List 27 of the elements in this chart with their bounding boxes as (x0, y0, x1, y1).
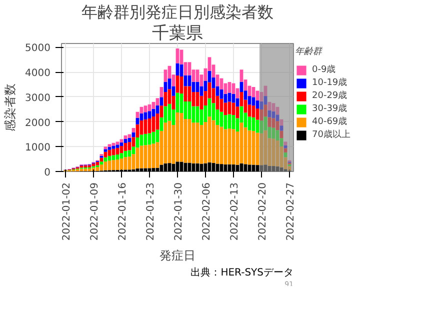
x-tick-label: 2022-02-20 (258, 182, 268, 241)
x-axis-title: 発症日 (160, 248, 196, 263)
y-tick-label: 0 (44, 168, 51, 178)
y-axis-title: 感染者数 (3, 84, 18, 132)
x-tick-label: 2022-01-30 (174, 182, 184, 241)
x-tick-label: 2022-02-13 (230, 182, 240, 241)
legend-label: 70歳以上 (312, 128, 350, 141)
legend-label: 0-9歳 (312, 64, 336, 76)
y-tick-label: 3000 (25, 92, 51, 104)
y-tick-label: 4000 (25, 68, 51, 80)
chart-title: 年齢群別発症日別感染者数 (82, 2, 274, 22)
chart-subtitle: 千葉県 (152, 24, 203, 44)
legend-label: 40-69歳 (312, 116, 348, 128)
y-tick-label: 2000 (25, 118, 51, 129)
legend-label: 20-29歳 (312, 90, 348, 102)
x-tick-label: 2022-02-27 (286, 182, 296, 241)
source-note: 出典：HER-SYSデータ (190, 266, 294, 278)
y-tick-label: 1000 (25, 142, 51, 154)
x-tick-label: 2022-01-02 (62, 182, 72, 241)
x-tick-label: 2022-01-23 (146, 182, 156, 241)
y-tick-label: 5000 (25, 43, 51, 54)
legend-label: 10-19歳 (312, 76, 348, 89)
x-tick-label: 2022-01-09 (90, 182, 100, 241)
legend-label: 30-39歳 (312, 102, 348, 115)
legend-title: 年齢群 (295, 46, 324, 58)
x-tick-label: 2022-01-16 (118, 182, 128, 241)
x-tick-label: 2022-02-06 (202, 182, 212, 241)
